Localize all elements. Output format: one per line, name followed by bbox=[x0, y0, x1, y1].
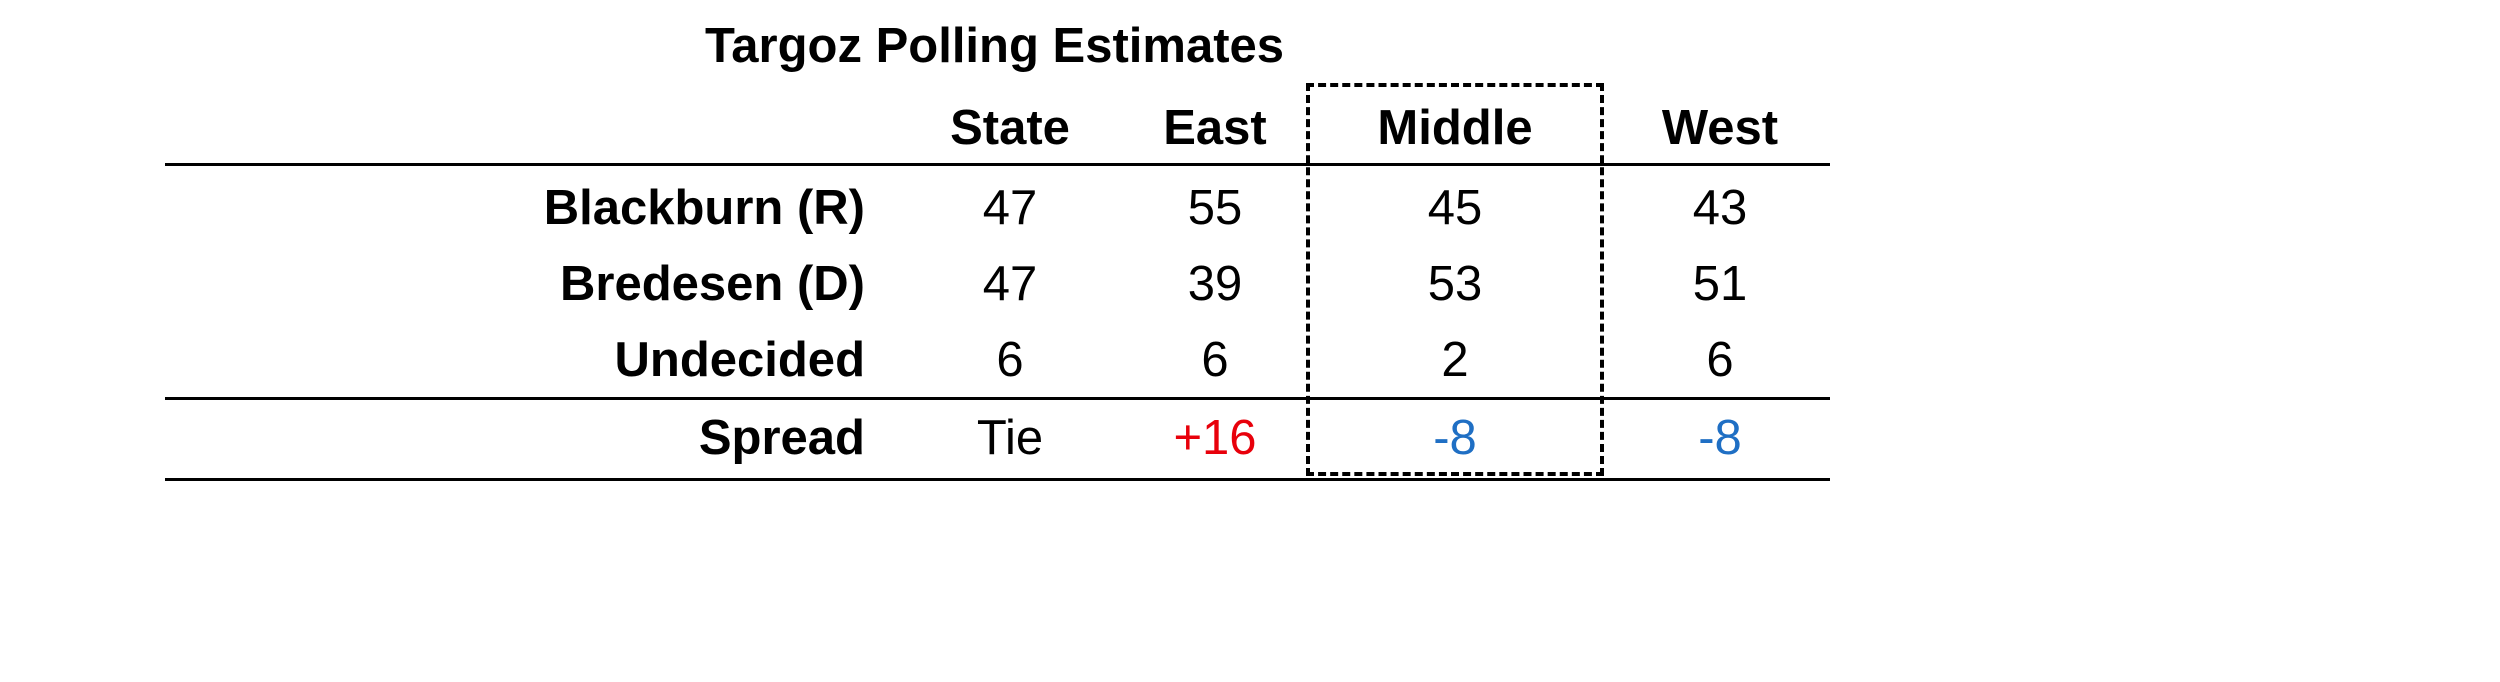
spread-cell-west: -8 bbox=[1698, 411, 1742, 465]
totals-rule bbox=[165, 397, 1830, 400]
column-header-state: State bbox=[950, 101, 1070, 155]
row-label-bredesen: Bredesen (D) bbox=[560, 257, 865, 311]
row-label-blackburn: Blackburn (R) bbox=[543, 181, 865, 235]
table-cell: 39 bbox=[1187, 257, 1243, 311]
column-header-east: East bbox=[1163, 101, 1267, 155]
table-cell: 55 bbox=[1187, 181, 1243, 235]
table-cell: 6 bbox=[1706, 333, 1734, 387]
table-cell: 43 bbox=[1692, 181, 1748, 235]
table-title: Targoz Polling Estimates bbox=[705, 19, 1285, 73]
table-cell: 47 bbox=[982, 181, 1038, 235]
column-header-middle: Middle bbox=[1377, 101, 1533, 155]
row-label-undecided: Undecided bbox=[614, 333, 865, 387]
table-cell: 6 bbox=[996, 333, 1024, 387]
column-header-west: West bbox=[1661, 101, 1779, 155]
table-cell: 47 bbox=[982, 257, 1038, 311]
table-cell: 53 bbox=[1427, 257, 1483, 311]
table-cell: 6 bbox=[1201, 333, 1229, 387]
bottom-rule bbox=[165, 478, 1830, 481]
spread-cell-state: Tie bbox=[976, 411, 1044, 465]
middle-column-highlight bbox=[1306, 83, 1604, 476]
spread-cell-middle: -8 bbox=[1433, 411, 1477, 465]
header-rule bbox=[165, 163, 1830, 166]
table-cell: 45 bbox=[1427, 181, 1483, 235]
table-cell: 51 bbox=[1692, 257, 1748, 311]
table-cell: 2 bbox=[1441, 333, 1469, 387]
row-label-spread: Spread bbox=[698, 411, 865, 465]
spread-cell-east: +16 bbox=[1173, 411, 1257, 465]
